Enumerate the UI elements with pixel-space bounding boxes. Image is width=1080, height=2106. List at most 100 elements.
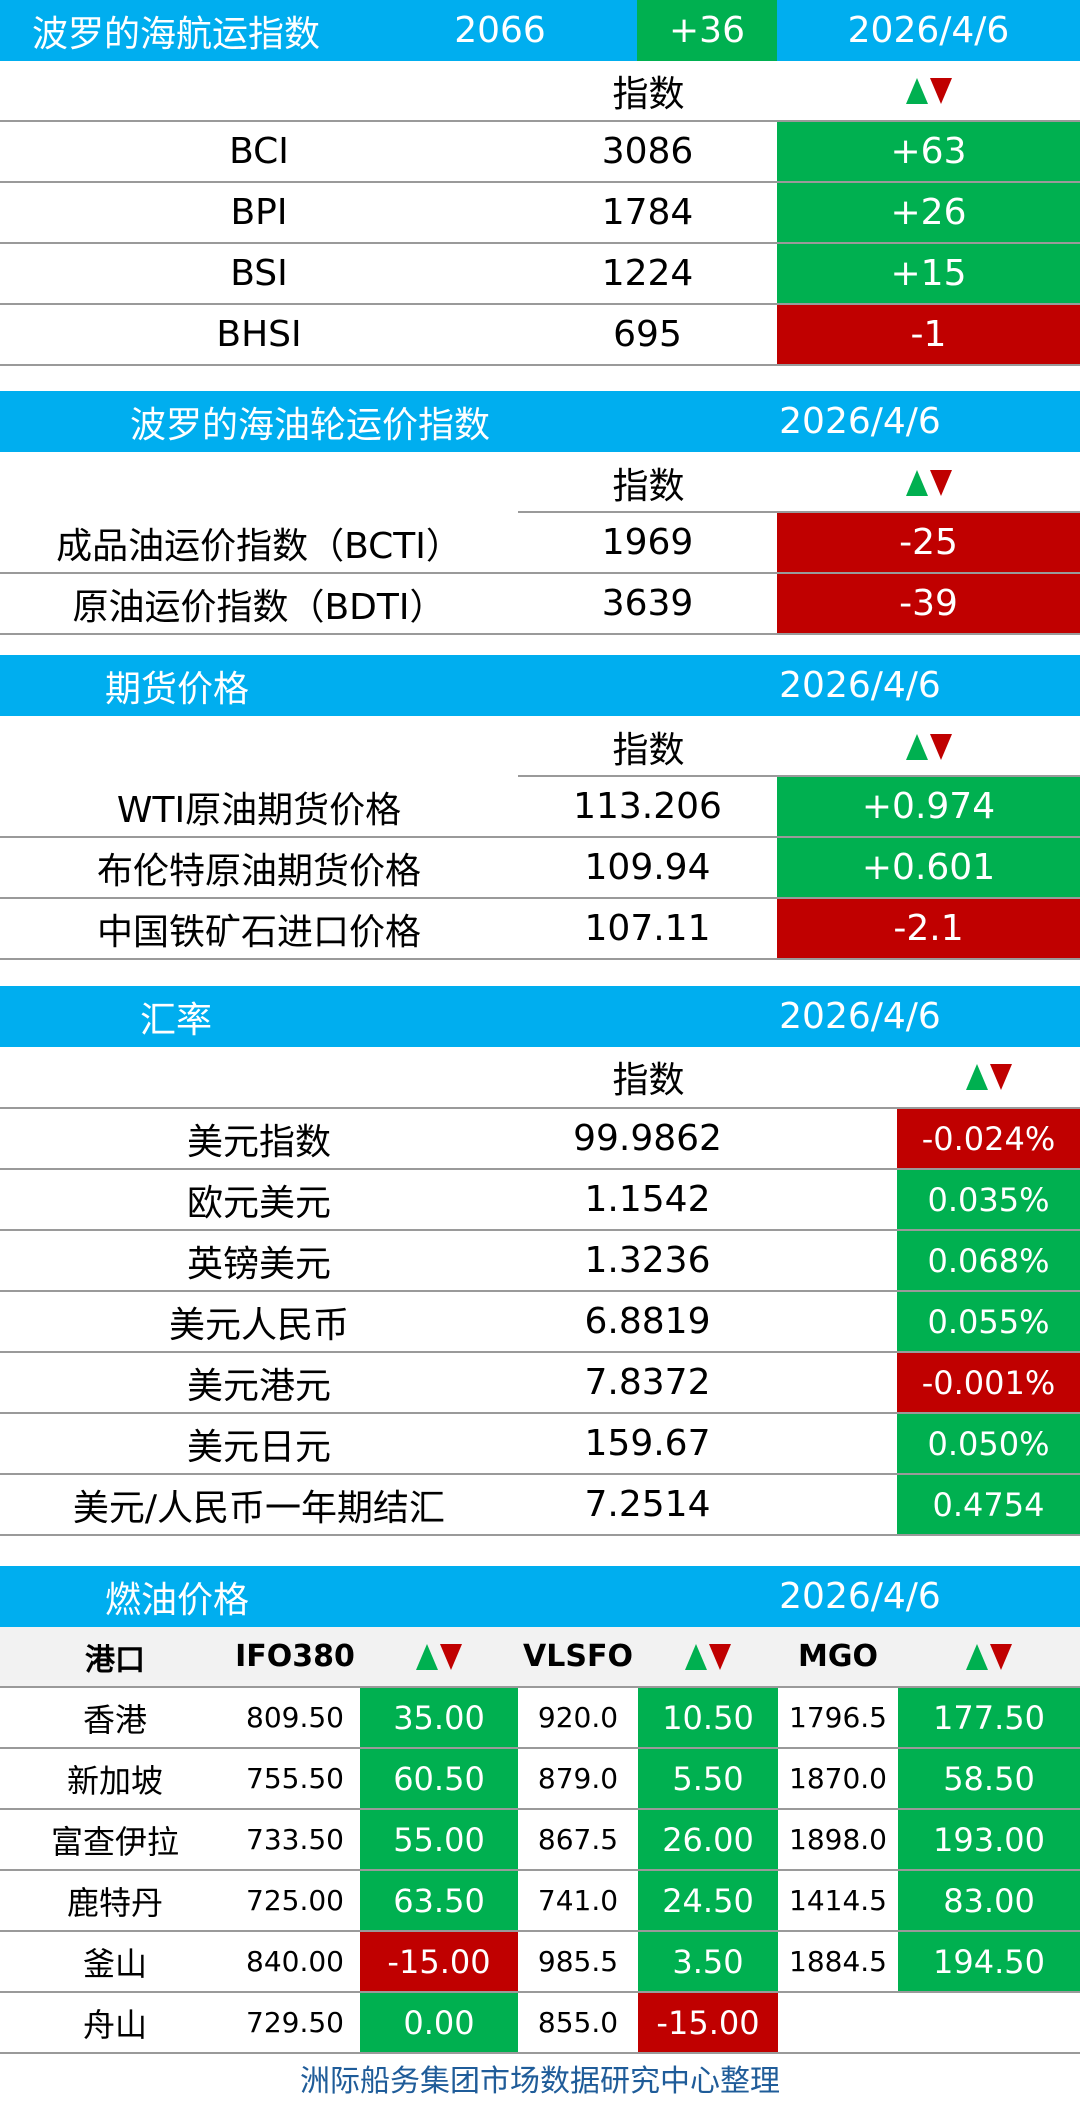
table-row: 美元指数 99.9862 -0.024%: [0, 1109, 1080, 1170]
mgo-price: 1884.5: [789, 1945, 887, 1978]
ifo380-price: 840.00: [246, 1945, 344, 1978]
ifo380-price: 755.50: [246, 1762, 344, 1795]
fuel-header: 燃油价格 2026/4/6: [0, 1566, 1080, 1627]
row-change: +26: [777, 183, 1080, 242]
fx-column-header: 指数: [0, 1047, 1080, 1109]
row-value: 109.94: [584, 847, 711, 888]
table-row: 英镑美元 1.3236 0.068%: [0, 1231, 1080, 1292]
row-label: 美元人民币: [168, 1304, 349, 1346]
futures-title: 期货价格: [105, 668, 250, 710]
trend-icon: [638, 1627, 778, 1686]
trend-icon: [360, 1627, 518, 1686]
fx-date: 2026/4/6: [779, 996, 941, 1037]
table-row: BPI 1784 +26: [0, 183, 1080, 244]
row-change: -2.1: [777, 899, 1080, 958]
mgo-price: 1870.0: [789, 1762, 887, 1795]
row-value: 7.2514: [584, 1484, 711, 1525]
table-row: 成品油运价指数（BCTI） 1969 -25: [0, 513, 1080, 574]
row-change: -39: [777, 574, 1080, 633]
row-change: +63: [777, 122, 1080, 181]
ifo380-price: 729.50: [246, 2006, 344, 2039]
row-value: 1969: [601, 522, 694, 563]
row-change: +15: [777, 244, 1080, 303]
mgo-change: 193.00: [898, 1810, 1080, 1869]
row-value: 99.9862: [573, 1118, 722, 1159]
ifo380-change: 60.50: [360, 1749, 518, 1808]
table-row: 中国铁矿石进口价格 107.11 -2.1: [0, 899, 1080, 960]
col-vlsfo-label: VLSFO: [523, 1639, 633, 1674]
vlsfo-price: 879.0: [537, 1762, 619, 1795]
row-value: 107.11: [584, 908, 711, 949]
footer-credit: 洲际船务集团市场数据研究中心整理: [300, 2064, 780, 2099]
table-row: BSI 1224 +15: [0, 244, 1080, 305]
table-row: 舟山 729.50 0.00 855.0 -15.00: [0, 1993, 1080, 2054]
ifo380-change: 55.00: [360, 1810, 518, 1869]
row-value: 3639: [601, 583, 694, 624]
mgo-change: 58.50: [898, 1749, 1080, 1808]
trend-icon: [777, 452, 1080, 513]
port-name: 舟山: [82, 2005, 147, 2044]
vlsfo-change: -15.00: [638, 1993, 778, 2052]
row-label: 成品油运价指数（BCTI）: [56, 525, 462, 567]
fuel-title: 燃油价格: [105, 1579, 250, 1621]
tanker-header: 波罗的海油轮运价指数 2026/4/6: [0, 391, 1080, 452]
row-label: BSI: [230, 253, 288, 294]
bdi-header: 波罗的海航运指数 2066 +36 2026/4/6: [0, 0, 1080, 61]
fx-header: 汇率 2026/4/6: [0, 986, 1080, 1047]
table-row: WTI原油期货价格 113.206 +0.974: [0, 777, 1080, 838]
port-name: 富查伊拉: [50, 1822, 179, 1861]
mgo-price: [778, 1993, 898, 2052]
row-label: 中国铁矿石进口价格: [96, 911, 421, 953]
vlsfo-price: 920.0: [537, 1701, 619, 1734]
port-name: 釜山: [82, 1944, 147, 1983]
vlsfo-change: 10.50: [638, 1688, 778, 1747]
row-label: BHSI: [216, 314, 302, 355]
row-label: 原油运价指数（BDTI）: [72, 586, 446, 628]
table-row: 欧元美元 1.1542 0.035%: [0, 1170, 1080, 1231]
row-value: 1.1542: [584, 1179, 711, 1220]
vlsfo-price: 855.0: [537, 2006, 619, 2039]
mgo-price: 1796.5: [789, 1701, 887, 1734]
ifo380-price: 733.50: [246, 1823, 344, 1856]
row-label: 美元/人民币一年期结汇: [72, 1487, 446, 1529]
row-change: 0.4754: [897, 1475, 1080, 1534]
row-value: 695: [613, 314, 682, 355]
row-change: -0.001%: [897, 1353, 1080, 1412]
port-name: 新加坡: [66, 1761, 163, 1800]
table-row: 布伦特原油期货价格 109.94 +0.601: [0, 838, 1080, 899]
row-label: 布伦特原油期货价格: [96, 850, 421, 892]
table-row: 美元/人民币一年期结汇 7.2514 0.4754: [0, 1475, 1080, 1536]
bdi-column-header: 指数: [0, 61, 1080, 122]
row-value: 113.206: [573, 786, 722, 827]
trend-icon: [897, 1047, 1080, 1107]
row-label: 美元日元: [186, 1426, 331, 1468]
vlsfo-change: 3.50: [638, 1932, 778, 1991]
row-label: WTI原油期货价格: [116, 789, 402, 831]
row-label: BCI: [229, 131, 289, 172]
trend-icon: [777, 716, 1080, 777]
row-value: 1.3236: [584, 1240, 711, 1281]
table-row: BHSI 695 -1: [0, 305, 1080, 366]
vlsfo-change: 5.50: [638, 1749, 778, 1808]
row-value: 6.8819: [584, 1301, 711, 1342]
table-row: 香港 809.50 35.00 920.0 10.50 1796.5 177.50: [0, 1688, 1080, 1749]
bdi-change: +36: [637, 0, 777, 61]
row-label: BPI: [230, 192, 288, 233]
futures-date: 2026/4/6: [779, 665, 941, 706]
table-row: 美元日元 159.67 0.050%: [0, 1414, 1080, 1475]
ifo380-change: -15.00: [360, 1932, 518, 1991]
row-change: 0.035%: [897, 1170, 1080, 1229]
row-value: 3086: [601, 131, 694, 172]
port-name: 香港: [82, 1700, 147, 1739]
ifo380-change: 0.00: [360, 1993, 518, 2052]
row-change: 0.050%: [897, 1414, 1080, 1473]
vlsfo-price: 867.5: [537, 1823, 619, 1856]
col-index-label: 指数: [612, 1060, 685, 1101]
port-name: 鹿特丹: [66, 1883, 163, 1922]
row-change: +0.601: [777, 838, 1080, 897]
tanker-title: 波罗的海油轮运价指数: [130, 404, 491, 446]
bdi-value: 2066: [454, 10, 546, 51]
mgo-change: 83.00: [898, 1871, 1080, 1930]
ifo380-price: 725.00: [246, 1884, 344, 1917]
table-row: 鹿特丹 725.00 63.50 741.0 24.50 1414.5 83.00: [0, 1871, 1080, 1932]
